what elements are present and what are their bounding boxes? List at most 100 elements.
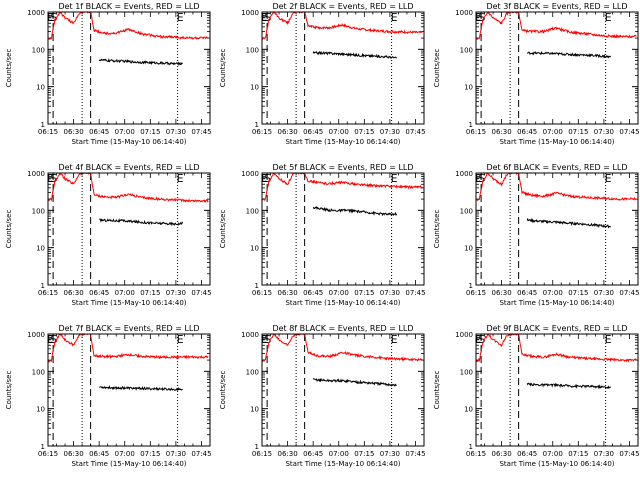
x-tick-label: 07:15 — [354, 128, 374, 136]
y-tick-label: 1000 — [241, 170, 259, 178]
event-marker-label: E — [391, 172, 398, 185]
event-marker-label: E — [475, 172, 482, 185]
event-marker-label: E — [261, 172, 268, 185]
y-tick-label: 1 — [41, 282, 45, 290]
y-tick-label: 1 — [469, 443, 473, 451]
chart-title: Det 3f BLACK = Events, RED = LLD — [486, 2, 627, 11]
chart-title: Det 4f BLACK = Events, RED = LLD — [58, 163, 199, 172]
x-tick-label: 07:00 — [329, 289, 349, 297]
y-tick-label: 1000 — [241, 9, 259, 17]
y-axis-label: Counts/sec — [219, 210, 227, 249]
x-tick-label: 07:00 — [115, 128, 135, 136]
y-tick-label: 100 — [246, 368, 259, 376]
x-tick-label: 07:15 — [354, 450, 374, 458]
chart-panel: Det 1f BLACK = Events, RED = LLD Counts/s… — [5, 2, 212, 146]
chart-title: Det 9f BLACK = Events, RED = LLD — [486, 324, 627, 333]
lld-rate-line — [48, 334, 209, 363]
x-tick-label: 06:45 — [517, 128, 537, 136]
x-tick-label: 06:15 — [38, 289, 58, 297]
event-marker-label: E — [475, 333, 482, 346]
y-tick-label: 10 — [250, 84, 259, 92]
x-tick-label: 07:45 — [405, 450, 425, 458]
event-rate-line — [526, 382, 612, 390]
x-tick-label: 07:00 — [543, 289, 563, 297]
event-rate-line — [312, 205, 398, 217]
y-axis-label: Counts/sec — [219, 371, 227, 410]
x-tick-label: 07:30 — [166, 289, 186, 297]
y-tick-label: 100 — [32, 46, 45, 54]
x-tick-label: 06:15 — [38, 450, 58, 458]
x-tick-label: 07:45 — [191, 289, 211, 297]
x-axis-label: Start Time (15-May-10 06:14:40) — [71, 299, 186, 307]
event-rate-line — [312, 50, 398, 60]
y-axis-label: Counts/sec — [5, 371, 13, 410]
x-tick-label: 07:00 — [115, 450, 135, 458]
x-tick-label: 07:45 — [619, 128, 639, 136]
lld-rate-line — [262, 12, 423, 42]
plot-frame — [475, 172, 639, 286]
plot-frame — [261, 333, 425, 447]
y-axis-label: Counts/sec — [433, 371, 441, 410]
event-marker-label: E — [261, 333, 268, 346]
x-tick-label: 06:15 — [252, 128, 272, 136]
x-tick-label: 07:45 — [405, 128, 425, 136]
x-tick-label: 07:00 — [543, 128, 563, 136]
y-tick-label: 10 — [36, 245, 45, 253]
x-tick-label: 07:30 — [166, 450, 186, 458]
x-tick-label: 07:45 — [405, 289, 425, 297]
x-tick-label: 07:00 — [329, 128, 349, 136]
event-marker-label: S — [264, 172, 271, 185]
x-tick-label: 06:45 — [517, 450, 537, 458]
x-tick-label: 07:30 — [380, 128, 400, 136]
chart-panel: Det 5f BLACK = Events, RED = LLD Counts/s… — [219, 163, 426, 307]
event-rate-line — [526, 50, 612, 59]
chart-title: Det 8f BLACK = Events, RED = LLD — [272, 324, 413, 333]
y-tick-label: 1000 — [455, 170, 473, 178]
y-tick-label: 10 — [36, 406, 45, 414]
x-tick-label: 06:30 — [277, 450, 297, 458]
event-marker-label: S — [478, 11, 485, 24]
y-axis-label: Counts/sec — [5, 210, 13, 249]
x-tick-label: 06:45 — [303, 289, 323, 297]
x-axis-label: Start Time (15-May-10 06:14:40) — [285, 299, 400, 307]
chart-panel: Det 4f BLACK = Events, RED = LLD Counts/s… — [5, 163, 212, 307]
event-marker-label: S — [50, 11, 57, 24]
y-tick-label: 10 — [250, 406, 259, 414]
x-tick-label: 07:30 — [380, 289, 400, 297]
x-tick-label: 06:45 — [303, 450, 323, 458]
y-tick-label: 1 — [255, 443, 259, 451]
x-tick-label: 06:30 — [491, 128, 511, 136]
y-tick-label: 100 — [460, 368, 473, 376]
plot-frame — [475, 333, 639, 447]
x-tick-label: 06:15 — [466, 289, 486, 297]
x-axis-label: Start Time (15-May-10 06:14:40) — [499, 460, 614, 468]
x-tick-label: 06:15 — [466, 450, 486, 458]
chart-title: Det 7f BLACK = Events, RED = LLD — [58, 324, 199, 333]
event-marker-label: E — [475, 11, 482, 24]
y-tick-label: 1000 — [455, 331, 473, 339]
x-tick-label: 07:15 — [354, 289, 374, 297]
x-axis-label: Start Time (15-May-10 06:14:40) — [499, 299, 614, 307]
event-marker-label: S — [50, 172, 57, 185]
x-tick-label: 07:15 — [568, 450, 588, 458]
chart-title: Det 6f BLACK = Events, RED = LLD — [486, 163, 627, 172]
x-tick-label: 06:30 — [63, 450, 83, 458]
x-tick-label: 07:30 — [594, 289, 614, 297]
x-tick-label: 07:30 — [594, 128, 614, 136]
event-rate-line — [98, 217, 184, 227]
x-tick-label: 07:15 — [568, 128, 588, 136]
y-tick-label: 1 — [255, 121, 259, 129]
lld-rate-line — [476, 334, 637, 363]
plot-frame — [261, 11, 425, 125]
x-tick-label: 07:15 — [140, 289, 160, 297]
x-tick-label: 06:45 — [303, 128, 323, 136]
y-tick-label: 100 — [460, 207, 473, 215]
x-tick-label: 06:30 — [277, 289, 297, 297]
x-axis-label: Start Time (15-May-10 06:14:40) — [71, 138, 186, 146]
event-marker-label: E — [605, 11, 612, 24]
x-axis-label: Start Time (15-May-10 06:14:40) — [285, 138, 400, 146]
y-axis-label: Counts/sec — [5, 49, 13, 88]
y-tick-label: 1 — [41, 443, 45, 451]
plot-frame — [47, 11, 211, 125]
x-tick-label: 06:30 — [63, 128, 83, 136]
